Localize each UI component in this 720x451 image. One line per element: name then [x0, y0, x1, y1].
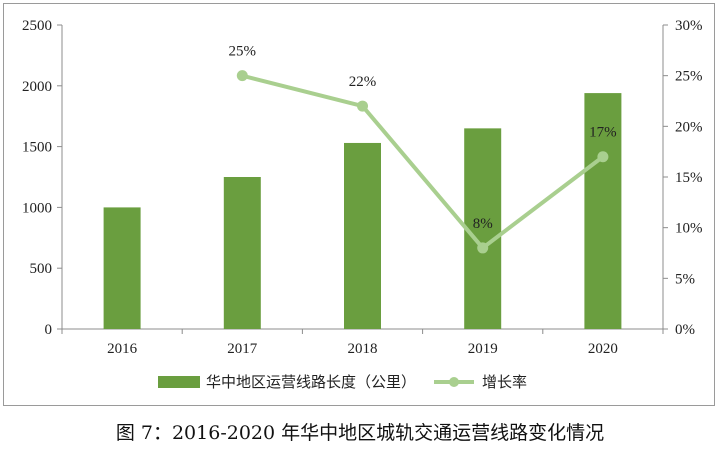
- x-tick-label: 2016: [107, 341, 138, 357]
- legend-line-label: 增长率: [482, 373, 527, 391]
- growth-point-2018: [357, 100, 368, 112]
- bar-2017: [223, 177, 261, 329]
- left-tick-label: 2500: [22, 18, 52, 34]
- data-label-2017: 25%: [229, 44, 257, 60]
- left-tick-label: 0: [45, 322, 53, 338]
- bar-2018: [344, 142, 381, 329]
- right-tick-label: 10%: [675, 221, 703, 237]
- right-tick-label: 5%: [675, 271, 695, 287]
- data-label-2020: 17%: [589, 125, 617, 141]
- right-tick-label: 30%: [675, 18, 703, 34]
- legend-bar-label: 华中地区运营线路长度（公里）: [206, 373, 416, 391]
- growth-line: [241, 73, 605, 250]
- bar-2019: [464, 128, 502, 329]
- left-tick-label: 1000: [22, 200, 52, 216]
- legend-bar-swatch: [158, 376, 200, 388]
- growth-point-2019: [477, 242, 489, 254]
- bar-2020: [584, 93, 622, 329]
- right-tick-label: 20%: [675, 119, 703, 135]
- growth-point-2017: [236, 70, 248, 82]
- bar-2016: [103, 207, 141, 329]
- right-tick-label: 0%: [675, 322, 695, 338]
- left-tick-label: 1500: [22, 140, 52, 156]
- x-tick-label: 2020: [588, 341, 618, 357]
- figure-caption: 图 7：2016-2020 年华中地区城轨交通运营线路变化情况: [115, 422, 605, 444]
- data-label-2019: 8%: [473, 216, 493, 232]
- x-tick-label: 2019: [468, 341, 498, 357]
- data-label-2018: 22%: [349, 74, 377, 90]
- x-tick-label: 2018: [348, 341, 378, 357]
- right-tick-label: 15%: [675, 170, 703, 186]
- x-tick-label: 2017: [227, 341, 258, 357]
- left-tick-label: 2000: [22, 79, 52, 95]
- left-tick-label: 500: [30, 261, 53, 277]
- chart-frame: [3, 3, 715, 406]
- right-tick-label: 25%: [675, 69, 703, 85]
- combo-chart: 0 500 1000 1500 2000 2500 0% 5% 10% 15% 20% 25% 30% 2…: [22, 18, 703, 391]
- legend-line-marker: [449, 377, 459, 387]
- growth-point-2020: [597, 151, 609, 163]
